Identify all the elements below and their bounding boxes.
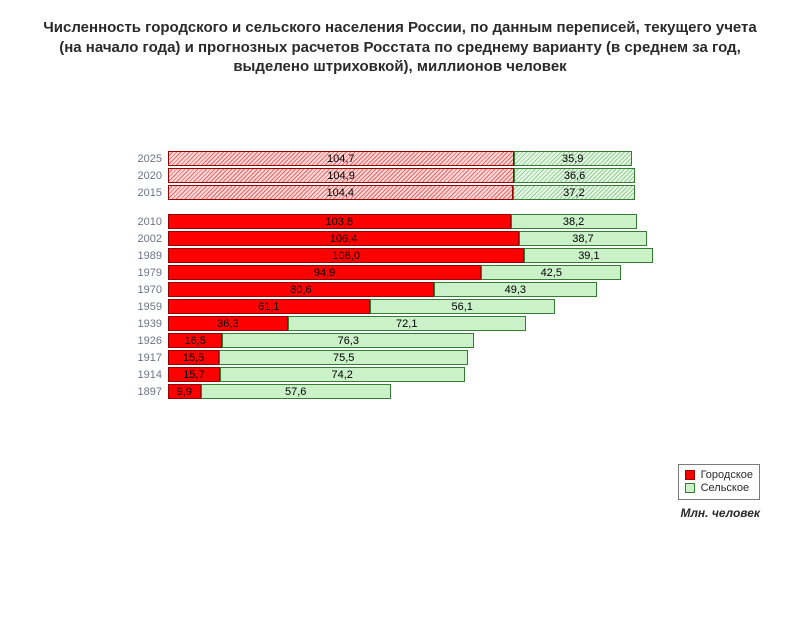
bar-rural: 49,3 — [434, 282, 597, 297]
bar-urban: 61,1 — [168, 299, 370, 314]
bar-row: 197080,649,3 — [120, 281, 700, 298]
bar-urban: 108,0 — [168, 248, 524, 263]
bar-rural: 74,2 — [220, 367, 465, 382]
year-label: 2015 — [120, 187, 168, 199]
bar-rural: 39,1 — [524, 248, 653, 263]
year-label: 1979 — [120, 267, 168, 279]
bar-urban: 15,5 — [168, 350, 219, 365]
bar-row: 191415,774,2 — [120, 366, 700, 383]
legend-label-urban: Городское — [701, 469, 753, 482]
bar-urban: 9,9 — [168, 384, 201, 399]
bar-urban: 106,4 — [168, 231, 519, 246]
year-label: 2010 — [120, 216, 168, 228]
population-bar-chart: 2025104,735,92020104,936,62015104,437,22… — [120, 150, 700, 412]
bar-urban: 16,5 — [168, 333, 222, 348]
bar-row: 18979,957,6 — [120, 383, 700, 400]
bar-urban: 104,4 — [168, 185, 513, 200]
bar-rural: 37,2 — [513, 185, 636, 200]
bar-rural: 35,9 — [514, 151, 632, 166]
year-label: 1917 — [120, 352, 168, 364]
bar-rural: 57,6 — [201, 384, 391, 399]
bar-row: 2010103,838,2 — [120, 213, 700, 230]
year-label: 1970 — [120, 284, 168, 296]
bar-row: 1989108,039,1 — [120, 247, 700, 264]
year-label: 1959 — [120, 301, 168, 313]
legend-label-rural: Сельское — [701, 482, 750, 495]
bar-urban: 104,9 — [168, 168, 514, 183]
year-label: 1939 — [120, 318, 168, 330]
bar-rural: 36,6 — [514, 168, 635, 183]
bar-urban: 36,3 — [168, 316, 288, 331]
legend: Городское Сельское — [678, 464, 760, 500]
bar-row: 197994,942,5 — [120, 264, 700, 281]
bar-urban: 103,8 — [168, 214, 511, 229]
bar-row: 2025104,735,9 — [120, 150, 700, 167]
year-label: 2025 — [120, 153, 168, 165]
year-label: 1926 — [120, 335, 168, 347]
bar-urban: 104,7 — [168, 151, 514, 166]
legend-swatch-urban — [685, 470, 695, 480]
bar-rural: 42,5 — [481, 265, 621, 280]
year-label: 1914 — [120, 369, 168, 381]
bar-row: 193936,372,1 — [120, 315, 700, 332]
bar-row: 192616,576,3 — [120, 332, 700, 349]
bar-rural: 75,5 — [219, 350, 468, 365]
year-label: 1989 — [120, 250, 168, 262]
bar-row: 2002106,438,7 — [120, 230, 700, 247]
bar-urban: 80,6 — [168, 282, 434, 297]
bar-row: 191715,575,5 — [120, 349, 700, 366]
year-label: 2020 — [120, 170, 168, 182]
bar-row: 195961,156,1 — [120, 298, 700, 315]
bar-urban: 15,7 — [168, 367, 220, 382]
legend-swatch-rural — [685, 483, 695, 493]
bar-urban: 94,9 — [168, 265, 481, 280]
bar-rural: 56,1 — [370, 299, 555, 314]
bar-rural: 38,2 — [511, 214, 637, 229]
x-axis-label: Млн. человек — [680, 506, 760, 520]
year-label: 1897 — [120, 386, 168, 398]
chart-title: Численность городского и сельского насел… — [40, 18, 760, 77]
legend-item-urban: Городское — [685, 469, 753, 482]
year-label: 2002 — [120, 233, 168, 245]
bar-rural: 76,3 — [222, 333, 474, 348]
bar-rural: 72,1 — [288, 316, 526, 331]
bar-row: 2020104,936,6 — [120, 167, 700, 184]
legend-item-rural: Сельское — [685, 482, 753, 495]
bar-rural: 38,7 — [519, 231, 647, 246]
bar-row: 2015104,437,2 — [120, 184, 700, 201]
